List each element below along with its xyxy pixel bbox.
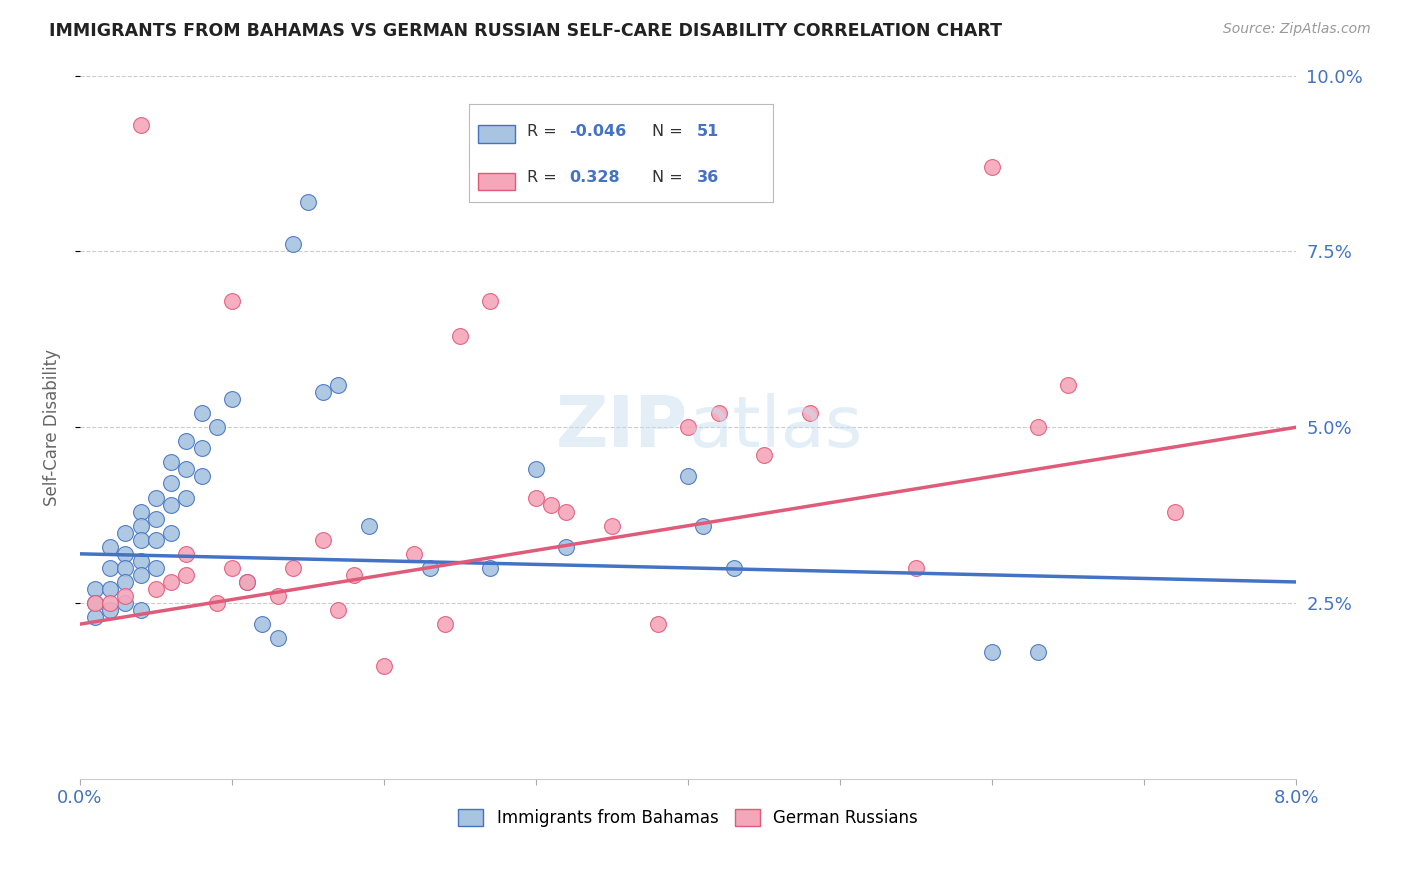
- Point: [266, 589, 288, 603]
- Point: [129, 554, 152, 568]
- Point: [266, 632, 288, 646]
- Point: [145, 561, 167, 575]
- Point: [707, 406, 730, 420]
- Point: [205, 596, 228, 610]
- Point: [98, 582, 121, 596]
- Point: [433, 617, 456, 632]
- Point: [297, 195, 319, 210]
- Point: [1164, 505, 1187, 519]
- Point: [1057, 378, 1080, 392]
- Point: [281, 237, 304, 252]
- Point: [1026, 645, 1049, 659]
- Point: [221, 293, 243, 308]
- Point: [524, 462, 547, 476]
- Point: [114, 596, 136, 610]
- Point: [312, 385, 335, 400]
- Point: [692, 518, 714, 533]
- Point: [479, 293, 502, 308]
- Point: [176, 434, 198, 449]
- Point: [754, 448, 776, 462]
- Point: [176, 491, 198, 505]
- Text: Source: ZipAtlas.com: Source: ZipAtlas.com: [1223, 22, 1371, 37]
- Point: [342, 568, 364, 582]
- Point: [114, 561, 136, 575]
- Point: [981, 160, 1004, 174]
- Point: [129, 568, 152, 582]
- Point: [981, 645, 1004, 659]
- Point: [98, 540, 121, 554]
- Point: [160, 574, 183, 589]
- Point: [145, 511, 167, 525]
- Point: [676, 469, 699, 483]
- Point: [160, 476, 183, 491]
- Point: [799, 406, 821, 420]
- Point: [1026, 420, 1049, 434]
- Point: [129, 118, 152, 132]
- Point: [98, 596, 121, 610]
- Point: [555, 505, 578, 519]
- Point: [404, 547, 426, 561]
- Point: [205, 420, 228, 434]
- Point: [524, 491, 547, 505]
- Point: [357, 518, 380, 533]
- Point: [176, 568, 198, 582]
- Y-axis label: Self-Care Disability: Self-Care Disability: [44, 349, 60, 506]
- Point: [145, 491, 167, 505]
- Point: [676, 420, 699, 434]
- Point: [252, 617, 274, 632]
- Point: [221, 392, 243, 406]
- Point: [419, 561, 441, 575]
- Point: [190, 469, 212, 483]
- Point: [129, 603, 152, 617]
- Point: [190, 406, 212, 420]
- Point: [373, 659, 395, 673]
- Point: [84, 610, 107, 624]
- Point: [540, 498, 562, 512]
- Text: ZIP: ZIP: [555, 392, 688, 462]
- Point: [236, 574, 259, 589]
- Point: [176, 462, 198, 476]
- Point: [129, 505, 152, 519]
- Point: [281, 561, 304, 575]
- Point: [114, 574, 136, 589]
- Point: [129, 533, 152, 547]
- Legend: Immigrants from Bahamas, German Russians: Immigrants from Bahamas, German Russians: [451, 803, 925, 834]
- Point: [84, 596, 107, 610]
- Point: [160, 525, 183, 540]
- Point: [84, 582, 107, 596]
- Point: [114, 589, 136, 603]
- Text: IMMIGRANTS FROM BAHAMAS VS GERMAN RUSSIAN SELF-CARE DISABILITY CORRELATION CHART: IMMIGRANTS FROM BAHAMAS VS GERMAN RUSSIA…: [49, 22, 1002, 40]
- Point: [160, 498, 183, 512]
- Point: [114, 525, 136, 540]
- Point: [221, 561, 243, 575]
- Text: atlas: atlas: [688, 392, 862, 462]
- Point: [723, 561, 745, 575]
- Point: [129, 518, 152, 533]
- Point: [328, 378, 350, 392]
- Point: [145, 582, 167, 596]
- Point: [600, 518, 623, 533]
- Point: [160, 455, 183, 469]
- Point: [312, 533, 335, 547]
- Point: [555, 540, 578, 554]
- Point: [145, 533, 167, 547]
- Point: [236, 574, 259, 589]
- Point: [905, 561, 928, 575]
- Point: [647, 617, 669, 632]
- Point: [84, 596, 107, 610]
- Point: [98, 561, 121, 575]
- Point: [114, 547, 136, 561]
- Point: [98, 603, 121, 617]
- Point: [328, 603, 350, 617]
- Point: [190, 442, 212, 456]
- Point: [449, 328, 471, 343]
- Point: [479, 561, 502, 575]
- Point: [176, 547, 198, 561]
